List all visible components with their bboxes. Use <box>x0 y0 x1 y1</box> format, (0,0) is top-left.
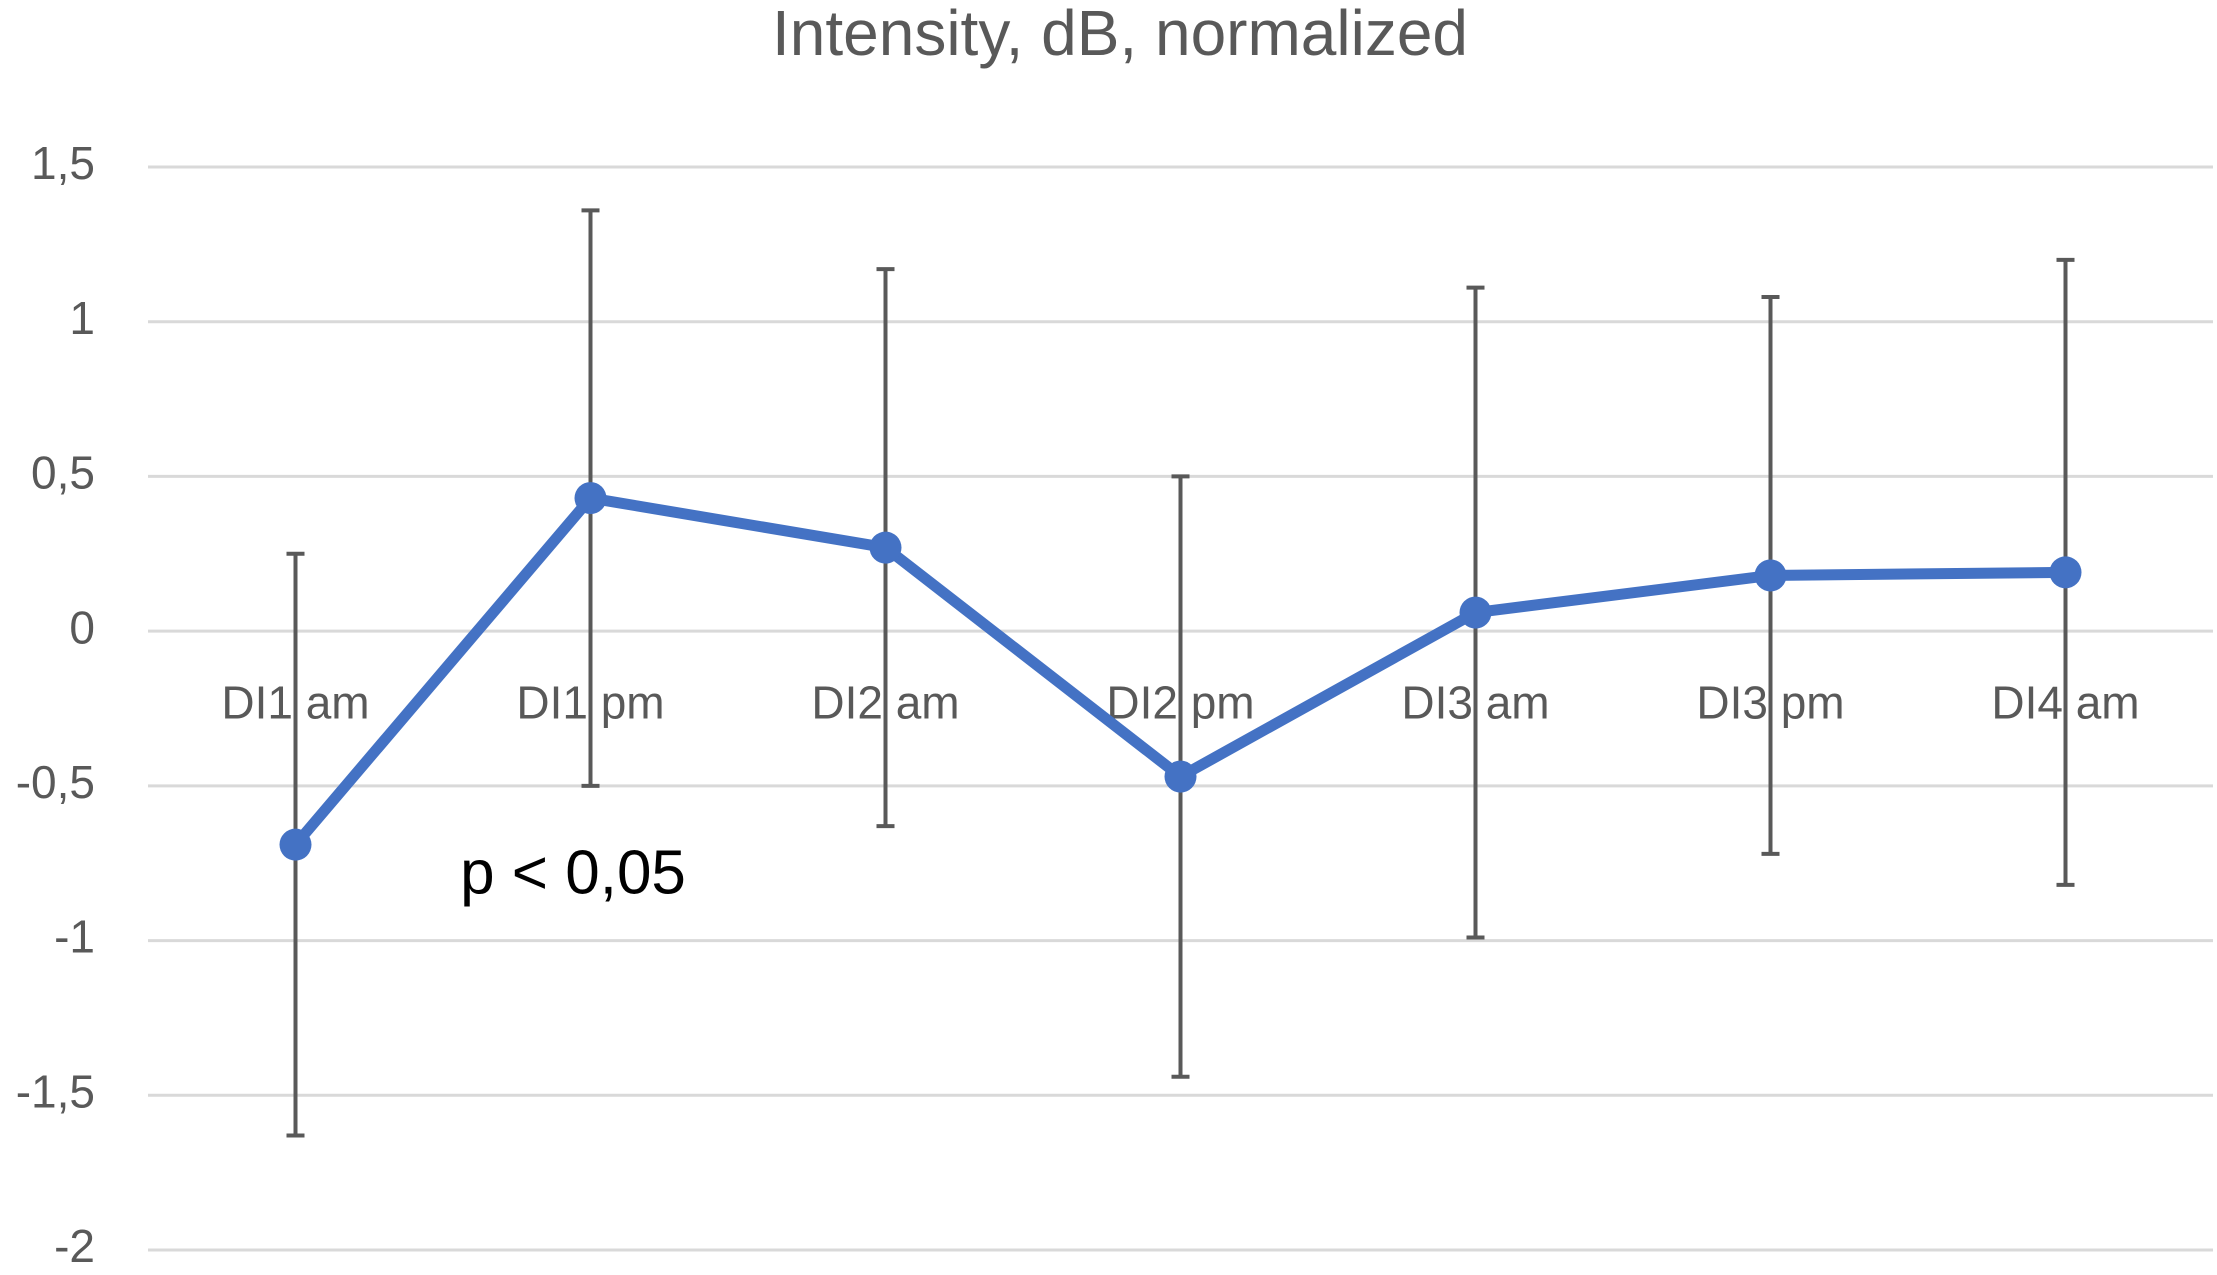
y-tick-label: -2 <box>54 1220 95 1272</box>
data-point <box>2049 556 2082 589</box>
y-tick-label: 1 <box>69 292 95 344</box>
data-point <box>1164 760 1197 793</box>
chart-title: Intensity, dB, normalized <box>772 0 1468 69</box>
data-point <box>1754 559 1787 592</box>
y-tick-label: -1,5 <box>16 1065 95 1117</box>
annotation: p < 0,05 <box>460 838 686 907</box>
y-tick-label: -1 <box>54 911 95 963</box>
y-tick-label: 0 <box>69 601 95 653</box>
y-tick-label: 1,5 <box>31 137 95 189</box>
data-point <box>869 531 902 564</box>
data-point <box>574 482 607 515</box>
data-point <box>1459 596 1492 629</box>
data-point <box>279 828 312 861</box>
y-tick-label: 0,5 <box>31 447 95 499</box>
y-tick-label: -0,5 <box>16 756 95 808</box>
